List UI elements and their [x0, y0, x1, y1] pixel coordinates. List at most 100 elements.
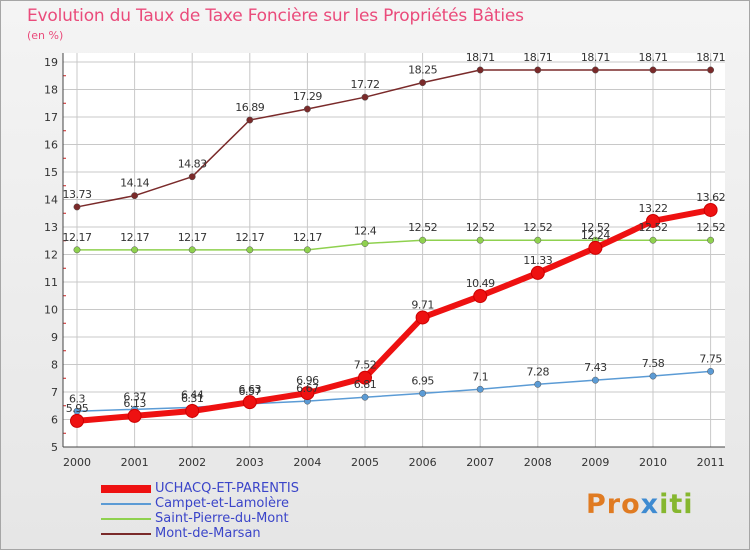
data-label: 12.4 — [354, 225, 377, 238]
data-label: 7.28 — [527, 365, 550, 378]
data-point — [646, 213, 660, 228]
data-point — [534, 66, 542, 74]
data-point — [588, 240, 603, 255]
data-point — [300, 386, 315, 401]
x-tick-label: 2001 — [121, 456, 149, 469]
data-point — [649, 66, 657, 74]
data-point — [707, 66, 715, 74]
legend-swatch — [101, 518, 151, 520]
data-label: 12.52 — [696, 221, 725, 234]
data-label: 6.57 — [239, 385, 262, 398]
data-label: 5.95 — [66, 402, 89, 415]
data-point — [361, 393, 369, 401]
data-label: 7.58 — [642, 357, 665, 370]
data-label: 18.71 — [639, 51, 668, 64]
y-tick-label: 15 — [44, 166, 58, 179]
data-label: 12.17 — [120, 231, 149, 244]
y-tick-label: 12 — [44, 249, 58, 262]
data-label: 7.1 — [472, 370, 488, 383]
data-point — [419, 389, 427, 397]
legend-label: Campet-et-Lamolère — [155, 496, 290, 511]
data-label: 6.3 — [69, 392, 85, 405]
data-label: 7.43 — [584, 361, 607, 374]
legend-label: Saint-Pierre-du-Mont — [155, 511, 289, 526]
y-tick-label: 17 — [44, 111, 58, 124]
x-tick-label: 2007 — [466, 456, 494, 469]
data-label: 6.31 — [181, 392, 204, 405]
data-point — [534, 236, 542, 244]
data-point — [473, 289, 488, 304]
y-tick-label: 10 — [44, 304, 58, 317]
data-label: 6.95 — [411, 374, 434, 387]
legend-swatch — [101, 533, 151, 535]
data-point — [131, 192, 139, 200]
data-label: 12.17 — [178, 231, 207, 244]
data-label: 9.71 — [411, 298, 434, 311]
data-label: 18.71 — [466, 51, 495, 64]
legend-swatch — [101, 503, 151, 505]
data-label: 12.17 — [293, 231, 322, 244]
chart-title: Evolution du Taux de Taxe Foncière sur l… — [27, 6, 524, 26]
series-line — [74, 206, 714, 424]
x-tick-label: 2005 — [351, 456, 379, 469]
data-point — [70, 413, 84, 428]
y-tick-label: 9 — [51, 331, 58, 344]
data-point — [419, 79, 427, 87]
data-point — [303, 246, 311, 254]
y-tick-label: 19 — [44, 56, 58, 69]
legend-label: UCHACQ-ET-PARENTIS — [155, 481, 299, 496]
data-point — [131, 246, 139, 254]
series-line — [76, 370, 712, 412]
y-tick-label: 14 — [44, 194, 58, 207]
data-point — [476, 385, 484, 393]
data-label: 13.73 — [63, 188, 92, 201]
data-label: 14.83 — [178, 158, 207, 171]
x-tick-label: 2004 — [293, 456, 321, 469]
data-label: 12.24 — [581, 229, 610, 242]
data-label: 17.72 — [351, 78, 380, 91]
data-point — [127, 408, 142, 423]
data-label: 6.63 — [239, 383, 262, 396]
y-tick-label: 7 — [51, 386, 58, 399]
data-point — [707, 367, 715, 375]
x-tick-label: 2010 — [639, 456, 667, 469]
data-label: 11.33 — [523, 254, 552, 267]
y-tick-label: 6 — [51, 414, 58, 427]
data-label: 7.75 — [699, 352, 722, 365]
data-point — [476, 66, 484, 74]
data-label: 18.71 — [523, 51, 552, 64]
data-point — [188, 246, 196, 254]
y-tick-label: 16 — [44, 139, 58, 152]
x-tick-label: 2003 — [236, 456, 264, 469]
data-label: 16.89 — [235, 101, 264, 114]
data-label: 12.17 — [235, 231, 264, 244]
data-point — [73, 246, 81, 254]
data-label: 18.25 — [408, 64, 437, 77]
x-tick-label: 2011 — [697, 456, 725, 469]
data-point — [185, 403, 200, 418]
data-point — [591, 376, 599, 384]
x-tick-label: 2002 — [178, 456, 206, 469]
data-label: 10.49 — [466, 277, 495, 290]
data-point — [707, 236, 715, 244]
data-point — [591, 66, 599, 74]
data-label: 18.71 — [581, 51, 610, 64]
y-tick-label: 13 — [44, 221, 58, 234]
data-point — [242, 395, 257, 410]
data-point — [649, 372, 657, 380]
data-label: 6.81 — [354, 378, 377, 391]
data-point — [246, 246, 254, 254]
data-point — [419, 236, 427, 244]
data-point — [73, 203, 81, 211]
data-point — [703, 202, 718, 217]
y-tick-label: 11 — [44, 276, 58, 289]
data-point — [415, 310, 430, 325]
data-point — [358, 370, 372, 385]
data-label: 13.22 — [639, 202, 668, 215]
data-label: 14.14 — [120, 177, 149, 190]
series-line — [76, 69, 712, 208]
x-tick-label: 2006 — [409, 456, 437, 469]
data-label: 6.37 — [123, 390, 146, 403]
